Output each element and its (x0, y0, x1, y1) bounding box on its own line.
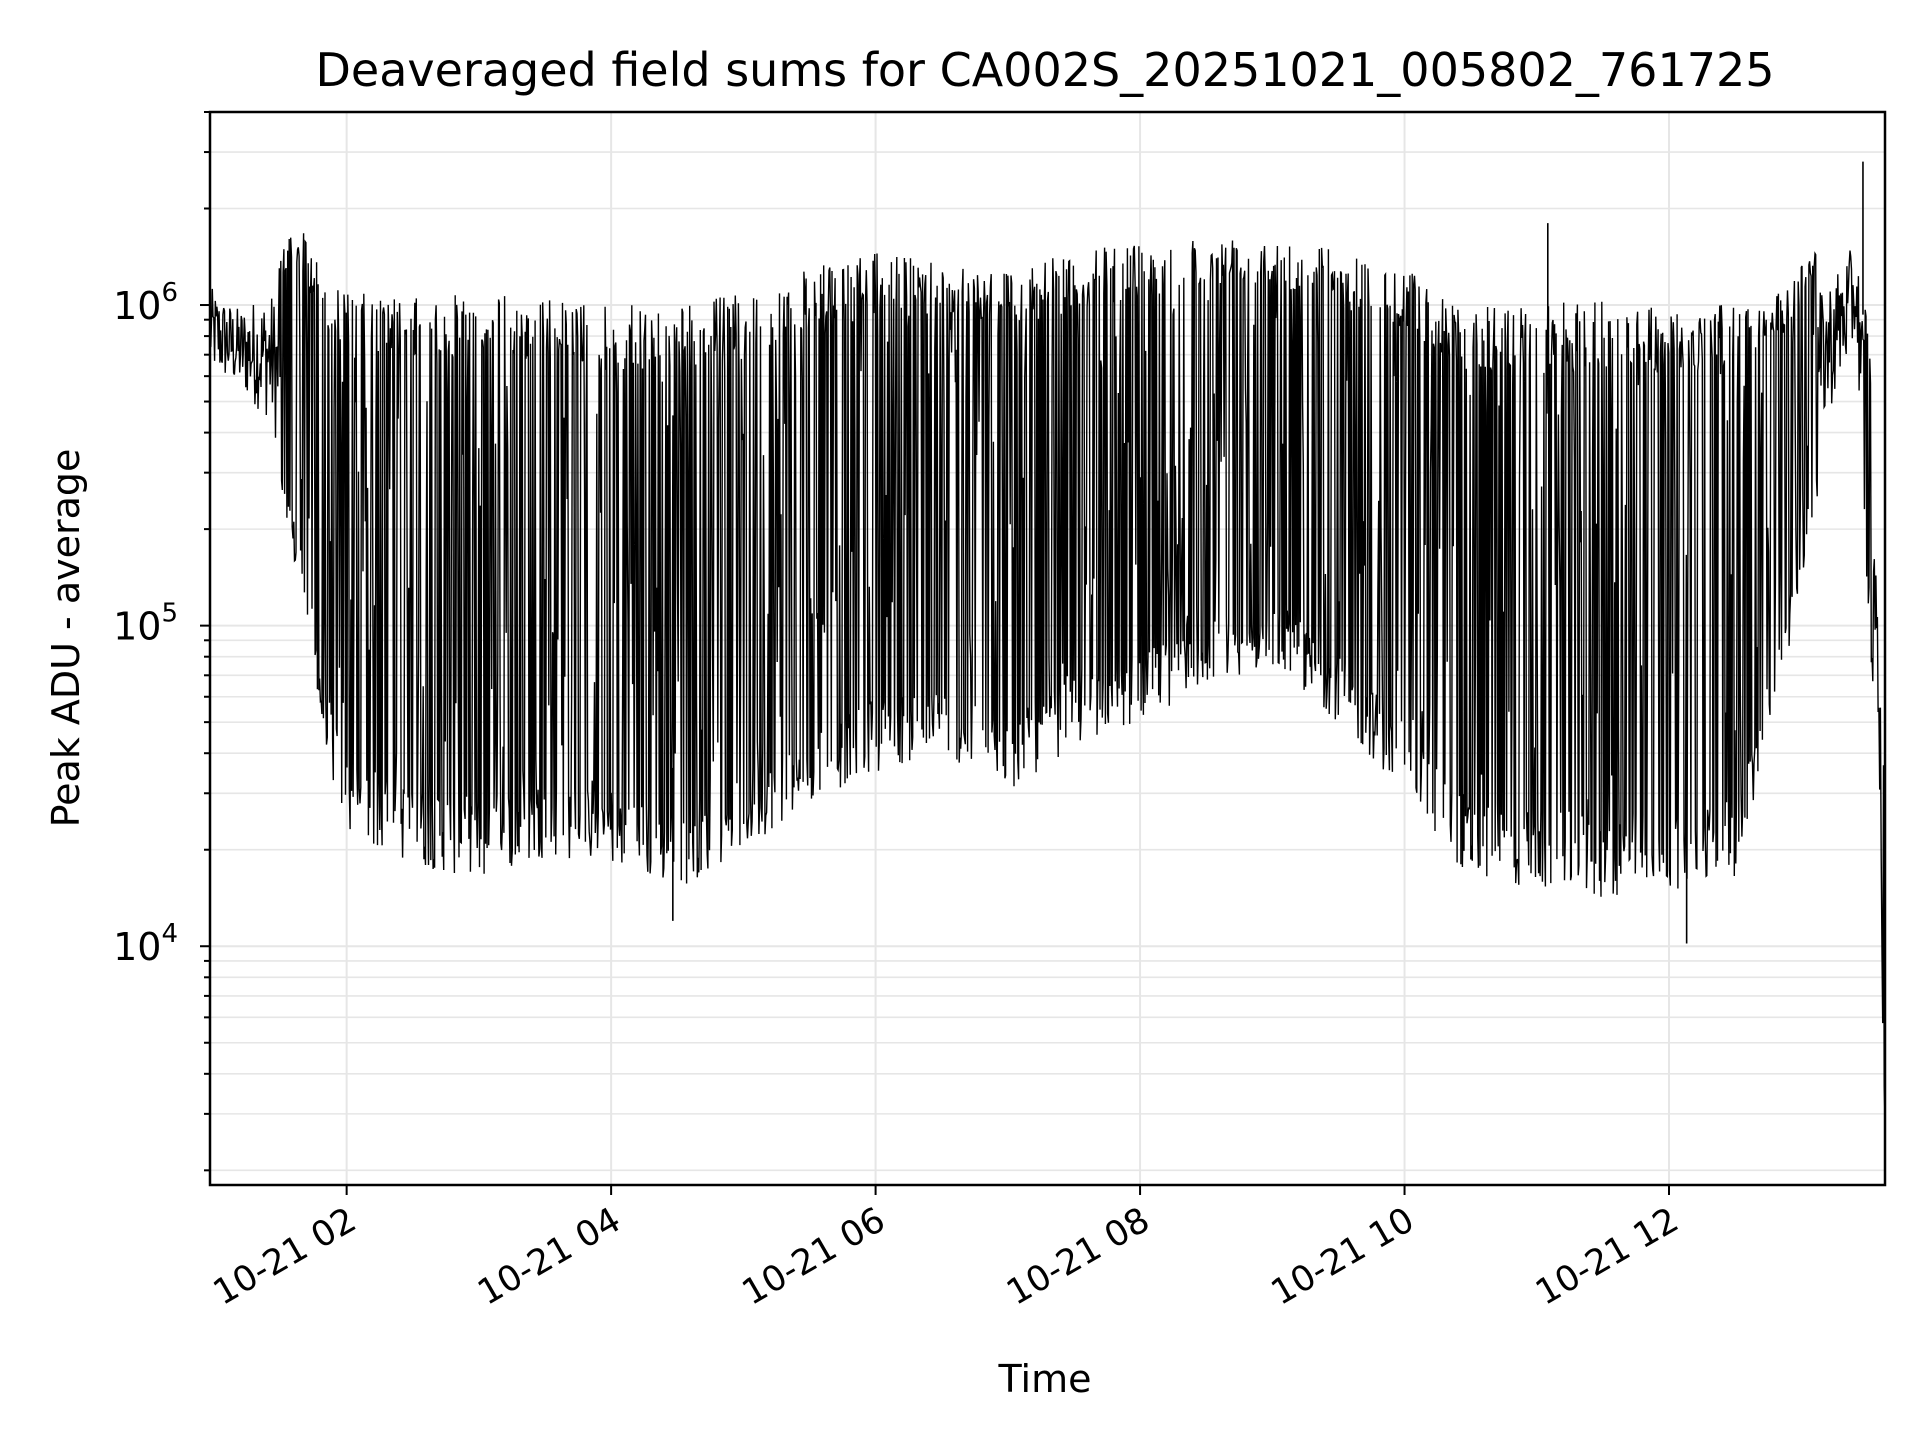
y-tick-label: 104 (113, 919, 178, 969)
data-layer (209, 161, 1886, 1119)
data-series-line (209, 233, 1886, 1119)
chart-title: Deaveraged field sums for CA002S_2025102… (315, 43, 1774, 97)
y-tick-label: 105 (113, 599, 178, 649)
x-axis-label: Time (998, 1357, 1092, 1401)
y-axis-label: Peak ADU - average (44, 449, 88, 828)
y-tick-label: 106 (113, 278, 178, 328)
plot-frame (208, 110, 1887, 1187)
